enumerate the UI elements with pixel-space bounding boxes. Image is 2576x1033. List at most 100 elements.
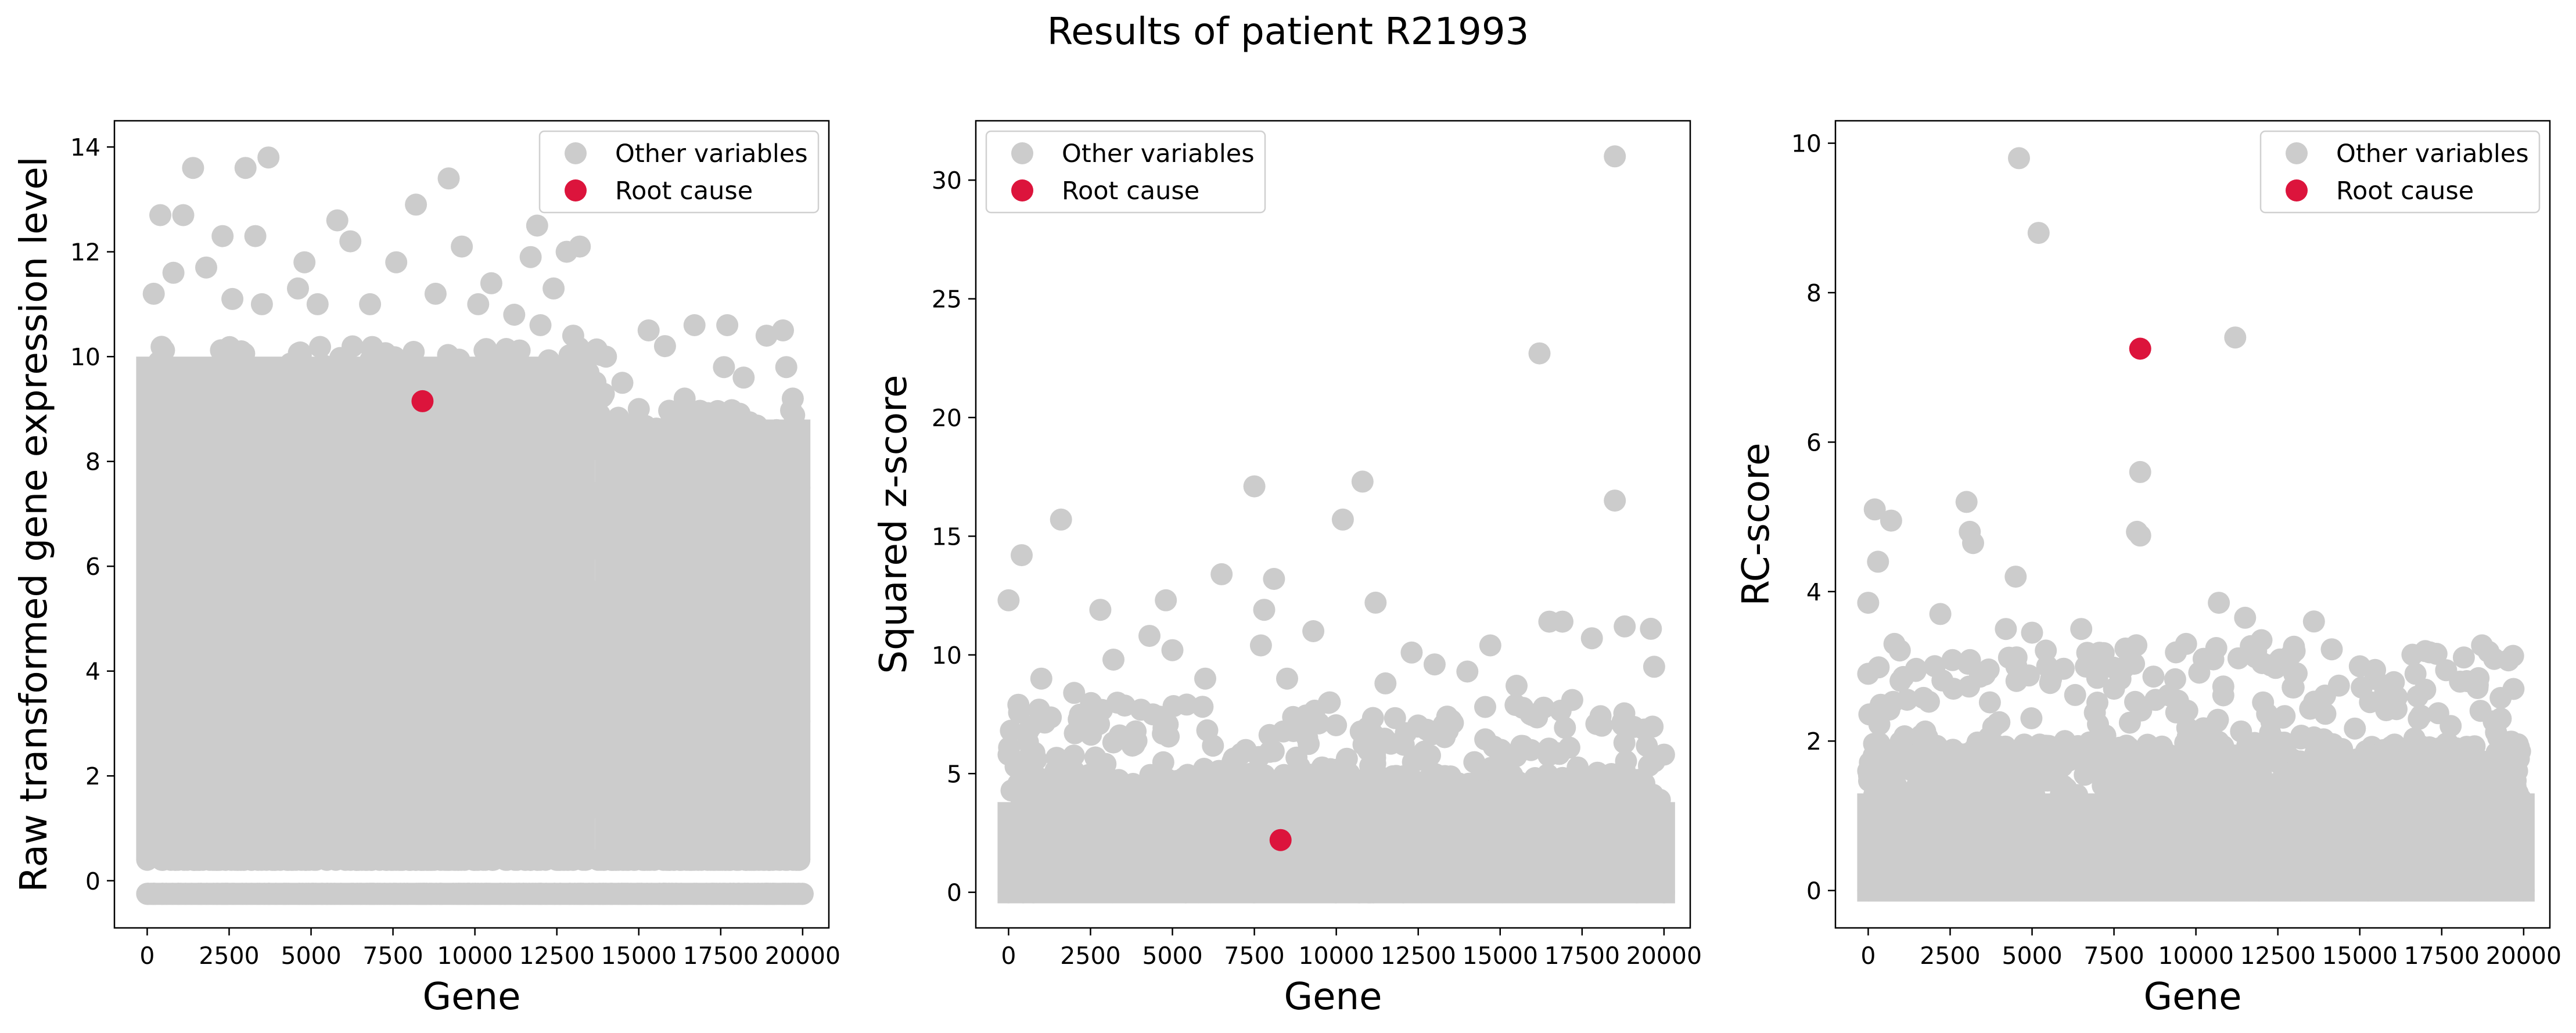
other-variable-point xyxy=(1091,699,1113,721)
other-variable-point xyxy=(1318,691,1341,714)
other-variable-point xyxy=(244,225,267,247)
other-variable-point xyxy=(1338,762,1360,785)
x-tick-label: 0 xyxy=(1001,942,1016,970)
other-variable-point xyxy=(508,339,531,362)
other-variable-point xyxy=(211,225,234,247)
other-variable-point xyxy=(1030,667,1052,690)
other-variable-point xyxy=(720,399,743,422)
other-variable-point xyxy=(503,304,526,326)
other-variable-point xyxy=(1113,694,1136,717)
x-tick-label: 10000 xyxy=(437,942,512,970)
other-variable-point xyxy=(1069,703,1091,726)
other-variable-point xyxy=(1194,667,1216,690)
other-variable-point xyxy=(1604,489,1626,512)
other-variable-point xyxy=(627,398,650,420)
other-variable-point xyxy=(1400,641,1423,664)
other-variable-point xyxy=(1356,717,1379,739)
y-tick-label: 8 xyxy=(85,448,100,476)
other-variable-point xyxy=(785,848,807,871)
other-variable-point xyxy=(1506,675,1528,697)
other-variable-point xyxy=(150,336,173,358)
other-variable-point xyxy=(1468,776,1491,798)
other-variable-point xyxy=(182,157,204,179)
x-tick-label: 5000 xyxy=(1142,942,1202,970)
other-variable-point xyxy=(1302,620,1325,642)
other-variable-point xyxy=(1187,764,1210,787)
other-variable-point xyxy=(1456,660,1479,683)
other-variable-point xyxy=(660,408,683,431)
x-tick-label: 5000 xyxy=(281,942,341,970)
other-variable-point xyxy=(1248,746,1270,768)
other-variable-point xyxy=(1029,769,1052,792)
other-variable-point xyxy=(136,883,159,905)
other-variable-band xyxy=(595,419,811,860)
other-variable-point xyxy=(257,146,280,169)
y-tick-label: 10 xyxy=(70,343,100,371)
other-variable-point xyxy=(1423,653,1446,676)
other-variable-point xyxy=(1063,682,1086,704)
other-variable-point xyxy=(1613,732,1636,754)
legend-marker-other xyxy=(565,142,587,164)
y-tick-label: 6 xyxy=(85,553,100,581)
other-variable-point xyxy=(326,209,349,232)
other-variable-point xyxy=(1062,744,1085,767)
axes-frame xyxy=(113,120,830,929)
x-tick-label: 15000 xyxy=(601,942,677,970)
scatter-density-cloud xyxy=(136,335,814,905)
y-tick-label: 20 xyxy=(932,404,962,432)
x-tick-label: 2500 xyxy=(1060,942,1120,970)
other-variable-point xyxy=(1463,751,1486,773)
other-variable-point xyxy=(1554,717,1576,739)
other-variable-point xyxy=(1547,742,1569,765)
other-variable-point xyxy=(542,277,565,300)
other-variable-point xyxy=(526,214,548,237)
axes-frame xyxy=(975,120,1691,929)
x-tick-label: 2500 xyxy=(199,942,259,970)
other-variable-point xyxy=(1352,733,1375,756)
other-variable-point xyxy=(451,235,473,258)
other-variable-point xyxy=(1418,745,1440,768)
other-variable-point xyxy=(716,314,739,336)
other-variable-point xyxy=(1161,639,1184,661)
other-variable-point xyxy=(1501,764,1524,787)
other-variable-point xyxy=(601,424,624,447)
other-variable-point xyxy=(1176,693,1198,716)
other-variable-point xyxy=(1511,735,1534,757)
other-variable-point xyxy=(1546,777,1568,800)
other-variable-point xyxy=(1395,722,1417,744)
other-variable-point xyxy=(1007,693,1030,716)
other-variable-point xyxy=(1504,694,1527,717)
other-variable-point xyxy=(293,251,316,273)
other-variable-point xyxy=(1640,617,1662,640)
scatter-density-cloud xyxy=(997,692,1675,904)
x-tick-label: 20000 xyxy=(1626,942,1702,970)
other-variable-point xyxy=(592,383,615,405)
other-variable-point xyxy=(1292,713,1315,736)
x-tick-label: 15000 xyxy=(1463,942,1538,970)
other-variable-point xyxy=(221,287,244,310)
other-variable-point xyxy=(569,235,591,258)
other-variable-point xyxy=(1433,726,1456,748)
other-variable-point xyxy=(1532,696,1555,719)
other-variable-point xyxy=(1221,750,1244,773)
other-variable-band xyxy=(136,357,595,860)
other-variable-point xyxy=(1516,777,1539,800)
other-variable-point xyxy=(1250,778,1273,801)
other-variable-point xyxy=(1479,634,1501,657)
root-cause-point xyxy=(411,390,434,412)
other-variable-point xyxy=(745,450,768,473)
other-variable-point xyxy=(637,319,660,341)
other-variable-point xyxy=(162,261,185,284)
other-variable-point xyxy=(1364,591,1387,614)
x-tick-label: 20000 xyxy=(765,942,840,970)
y-tick-label: 25 xyxy=(932,286,962,314)
y-tick-label: 14 xyxy=(70,134,100,161)
other-variable-point xyxy=(1351,470,1374,493)
other-variable-point xyxy=(172,204,195,226)
other-variable-point xyxy=(1152,751,1174,773)
other-variable-point xyxy=(778,434,801,457)
other-variable-point xyxy=(361,339,383,362)
other-variable-point xyxy=(210,339,232,362)
other-variable-point xyxy=(997,589,1020,611)
